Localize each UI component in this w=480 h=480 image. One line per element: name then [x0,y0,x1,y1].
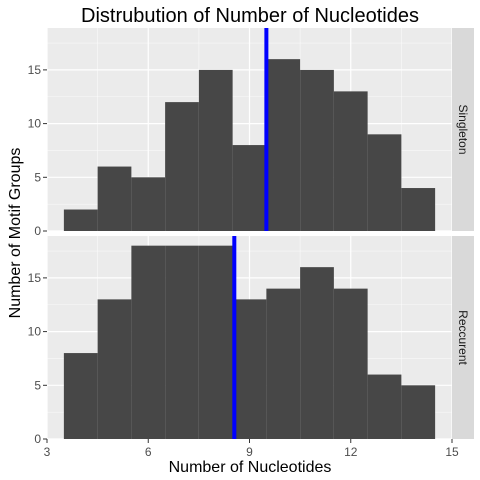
facet-strip-label: Singleton [456,104,470,154]
y-tick-label: 5 [34,378,41,392]
facet-strip [452,28,474,231]
x-tick-label: 3 [44,445,51,459]
histogram-bar [333,288,368,439]
y-tick-label: 10 [28,325,42,339]
chart-title: Distrubution of Number of Nucleotides [81,5,419,27]
histogram-bar [266,288,301,439]
panel-reccurent: 0 5 10 15 Reccurent [28,236,474,446]
histogram-bar [232,145,267,231]
y-axis-title: Number of Motif Groups [7,148,24,319]
histogram-bar [367,374,402,439]
histogram-bar [97,166,132,231]
x-tick-label: 15 [445,445,459,459]
y-tick-label: 15 [28,63,42,77]
histogram-bar [266,59,301,231]
histogram-bar [232,299,267,439]
histogram-bar [333,91,368,232]
histogram-bar [367,134,402,231]
histogram-bar [97,299,132,439]
histogram-bar [131,245,166,439]
histogram-bar [300,267,334,439]
panel-singleton: 0 5 10 15 Singleton [28,28,474,238]
x-tick-label: 12 [344,445,358,459]
x-tick-label: 9 [246,445,253,459]
x-axis-title: Number of Nucleotides [169,459,332,476]
histogram-bar [401,188,436,231]
y-tick-label: 0 [34,224,41,238]
histogram-bar [63,209,98,231]
x-axis: 3 6 9 12 15 [44,439,459,459]
histogram-bar [165,102,199,231]
histogram-bar [131,177,166,231]
x-tick-label: 6 [145,445,152,459]
histogram-bar [63,353,98,439]
y-tick-label: 5 [34,170,41,184]
facet-panels: 0 5 10 15 Singleton 0 5 10 15 Reccurent [28,28,474,446]
facet-strip-label: Reccurent [456,310,470,365]
y-tick-label: 10 [28,117,42,131]
histogram-bar [198,245,233,439]
histogram-bar [198,69,233,231]
histogram-bar [401,385,436,439]
histogram-bar [300,69,334,231]
y-tick-label: 15 [28,271,42,285]
y-tick-label: 0 [34,432,41,446]
histogram-bar [165,245,199,439]
facet-strip [452,236,474,439]
